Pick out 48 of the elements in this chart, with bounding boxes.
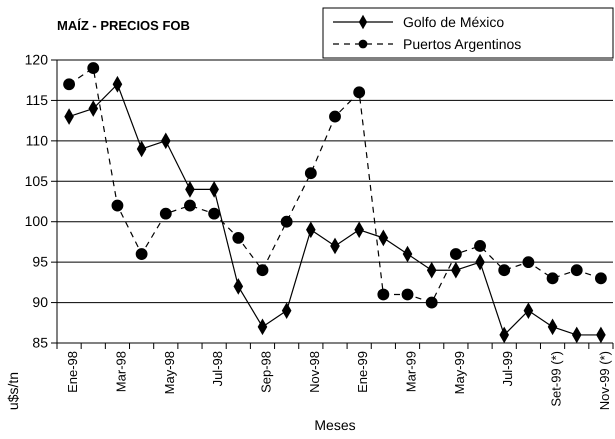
y-tick-label: 85 [32,334,48,350]
point [426,296,438,308]
point [377,288,390,300]
point [280,216,293,228]
point [498,264,510,276]
point [136,248,148,260]
point [256,264,268,276]
point [450,248,462,260]
point [546,272,558,284]
x-tick-label: Jul-99 [500,351,516,386]
point [594,272,607,284]
y-tick-label: 115 [26,92,48,108]
x-tick-label: Sep-98 [258,351,274,393]
point [112,200,124,212]
x-tick-label: Ene-99 [355,351,370,393]
x-tick-label: Mar-99 [404,351,419,392]
x-axis-title: Meses [314,417,356,433]
x-tick-label: Ene-98 [65,351,80,393]
legend-label: Puertos Argentinos [403,36,522,52]
point [232,232,244,244]
point [160,208,172,220]
y-axis-title: u$s/tn [5,372,21,410]
y-tick-label: 95 [32,254,48,270]
y-tick-label: 120 [24,51,48,68]
y-tick-label: 105 [24,172,48,189]
y-tick-label: 90 [32,294,48,310]
x-tick-label: Nov-99 (*) [596,351,612,410]
x-tick-label: May-99 [452,351,467,394]
point [63,78,76,90]
point [329,110,341,123]
x-tick-label: Set-99 (*) [548,351,564,407]
x-tick-label: Nov-98 [306,351,322,393]
point [353,86,366,98]
point [402,288,414,300]
y-tick-label: 100 [24,213,48,230]
point [522,256,534,268]
point [474,240,486,252]
legend-label: Golfo de México [403,14,504,30]
chart-title: MAÍZ - PRECIOS FOB [57,18,190,33]
y-tick-label: 110 [26,132,48,148]
point [208,208,220,220]
x-tick-label: Jul-98 [210,351,226,386]
x-tick-label: Mar-98 [113,351,128,392]
point [87,62,100,74]
point [184,200,196,212]
x-tick-label: May-98 [162,351,177,394]
point [304,167,317,180]
point [570,264,583,276]
